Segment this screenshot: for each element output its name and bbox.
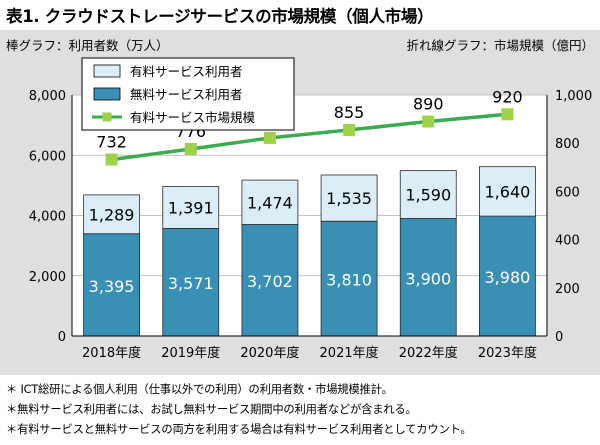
bar-label-free: 3,980 <box>485 268 531 287</box>
bar-label-free: 3,395 <box>89 277 135 296</box>
right-axis-title: 折れ線グラフ：市場規模（億円） <box>406 38 594 53</box>
chart-area: 棒グラフ：利用者数（万人） 折れ線グラフ：市場規模（億円） 3,395 1,289… <box>0 30 600 375</box>
bar-label-free: 3,810 <box>326 271 372 290</box>
bar-free <box>241 224 299 337</box>
bar-label-free: 3,571 <box>168 274 214 293</box>
left-tick-label: 6,000 <box>29 149 66 164</box>
legend-swatch-free <box>93 87 121 101</box>
left-tick-label: 4,000 <box>29 210 66 225</box>
x-tick-label: 2020年度 <box>240 345 299 361</box>
bars: 3,395 1,289 3,571 1,391 3,702 1,474 3,810 1,535… <box>83 166 536 337</box>
bar-label-free: 3,702 <box>247 272 293 291</box>
right-tick-label: 600 <box>555 185 580 200</box>
bar-paid <box>162 186 220 229</box>
left-tick-label: 2,000 <box>29 270 66 285</box>
market-line-path <box>111 112 508 162</box>
bar-label-paid: 1,640 <box>485 182 531 201</box>
bar-label-free: 3,900 <box>405 269 451 288</box>
line-point <box>422 115 435 128</box>
line-point <box>105 153 118 166</box>
bar-free <box>399 218 457 337</box>
legend-swatch-paid <box>93 64 121 78</box>
page-title: 表1. クラウドストレージサービスの市場規模（個人市場） <box>6 7 434 26</box>
legend-label-paid: 有料サービス利用者 <box>130 64 243 79</box>
axes: 0 2,000 4,000 6,000 8,000 0 200 400 600 800 1,000 2… <box>29 89 592 361</box>
bar-free <box>479 215 536 337</box>
bar-label-paid: 1,474 <box>247 193 293 212</box>
x-tick-label: 2022年度 <box>399 345 458 361</box>
bar-label-paid: 1,535 <box>326 189 372 208</box>
notes: ＊ ICT総研による個人利用（仕事以外での利用）の利用者数・市場規模推計。 ＊無… <box>6 380 598 440</box>
note-1: ＊ ICT総研による個人利用（仕事以外での利用）の利用者数・市場規模推計。 <box>6 383 393 396</box>
right-tick-label: 1,000 <box>555 89 592 104</box>
legend-label-free: 無料サービス利用者 <box>130 87 243 102</box>
note-3: ＊有料サービスと無料サービスの両方を利用する場合は有料サービス利用者としてカウン… <box>6 423 472 436</box>
legend-label-line: 有料サービス市場規模 <box>130 110 256 125</box>
legend-swatch-marker <box>102 112 112 122</box>
line-point <box>501 108 514 121</box>
bar-paid <box>320 174 378 222</box>
line-point <box>343 123 356 136</box>
bar-paid <box>479 166 536 217</box>
gridlines <box>72 94 547 336</box>
x-tick-label: 2023年度 <box>478 345 537 361</box>
line-point <box>263 131 276 144</box>
line-label: 732 <box>96 133 127 152</box>
bar-paid <box>83 194 140 235</box>
bar-paid <box>241 179 299 225</box>
line-label: 890 <box>413 95 444 114</box>
line-label: 855 <box>334 103 365 122</box>
legend: 有料サービス利用者 無料サービス利用者 有料サービス市場規模 <box>81 57 295 131</box>
x-tick-label: 2018年度 <box>82 345 141 361</box>
left-axis-title: 棒グラフ：利用者数（万人） <box>6 38 169 53</box>
line-point <box>184 142 197 155</box>
bar-label-paid: 1,289 <box>89 205 135 224</box>
bar-label-paid: 1,590 <box>405 186 451 205</box>
line-label: 920 <box>492 87 523 106</box>
note-2: ＊無料サービス利用者には、お試し無料サービス期間中の利用者などが含まれる。 <box>6 403 417 416</box>
right-tick-label: 800 <box>555 137 580 152</box>
x-tick-label: 2019年度 <box>161 345 220 361</box>
bar-paid <box>399 170 457 219</box>
right-tick-label: 0 <box>555 330 563 345</box>
right-tick-label: 200 <box>555 282 580 297</box>
bar-label-paid: 1,391 <box>168 198 214 217</box>
x-tick-label: 2021年度 <box>320 345 379 361</box>
right-tick-label: 400 <box>555 234 580 249</box>
left-tick-label: 8,000 <box>29 89 66 104</box>
combo-chart: 棒グラフ：利用者数（万人） 折れ線グラフ：市場規模（億円） 3,395 1,289… <box>6 38 594 361</box>
left-tick-label: 0 <box>58 330 66 345</box>
